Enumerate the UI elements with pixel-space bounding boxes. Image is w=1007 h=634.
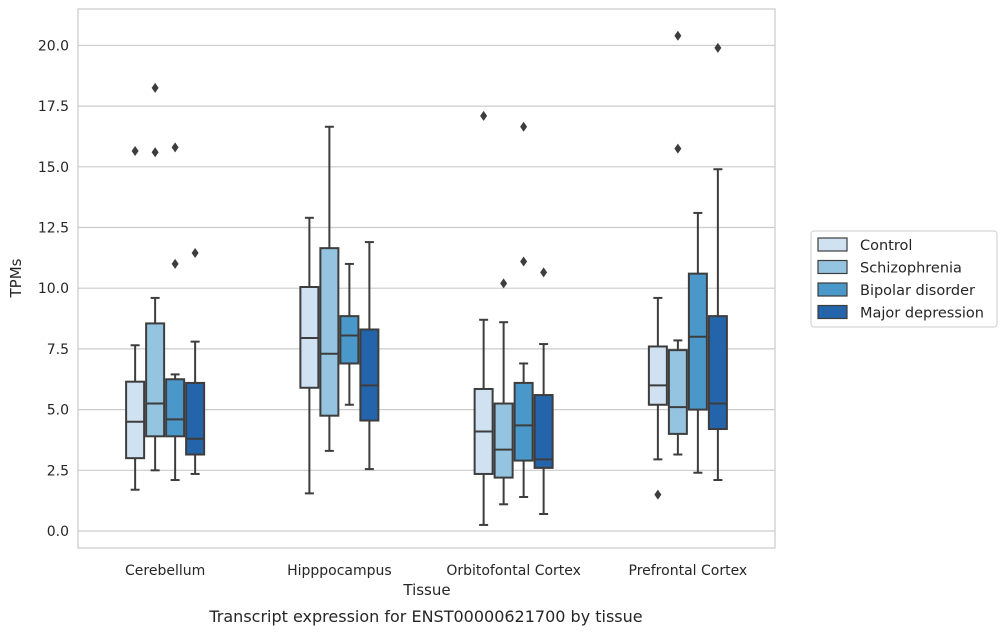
- box-body: [125, 380, 146, 460]
- box-body: [493, 402, 514, 479]
- chart-caption: Transcript expression for ENST0000062170…: [208, 607, 642, 626]
- box-3-1: [667, 30, 688, 456]
- box-body: [687, 272, 708, 411]
- box-3-3: [707, 42, 728, 482]
- x-tick-label: Cerebellum: [125, 563, 205, 579]
- y-tick-label: 2.5: [47, 463, 69, 479]
- legend-entry-label: Schizophrenia: [860, 261, 962, 277]
- legend-swatch: [817, 282, 848, 297]
- y-tick-label: 0.0: [47, 524, 69, 540]
- outlier-point: [191, 248, 199, 259]
- outlier-point: [520, 121, 528, 132]
- outlier-point: [151, 147, 159, 158]
- box-body: [647, 345, 668, 406]
- box-3-0: [647, 296, 668, 500]
- box-body: [165, 378, 186, 438]
- legend-swatch: [817, 304, 848, 320]
- y-tick-label: 20.0: [38, 38, 69, 54]
- boxes: [125, 30, 728, 526]
- legend-entry-label: Bipolar disorder: [860, 283, 975, 299]
- legend-swatch: [817, 237, 848, 252]
- y-tick-label: 15.0: [38, 160, 69, 176]
- box-0-0: [125, 146, 146, 491]
- y-tick-label: 17.5: [38, 99, 69, 115]
- legend: Control Schizophrenia Bipolar disorder Majo…: [810, 230, 998, 328]
- box-body: [533, 394, 554, 469]
- box-0-1: [145, 82, 166, 472]
- outlier-point: [171, 142, 179, 153]
- outlier-point: [674, 30, 682, 41]
- box-3-2: [687, 211, 708, 474]
- outlier-point: [500, 278, 508, 289]
- plot-area: [77, 8, 776, 549]
- outlier-point: [674, 143, 682, 154]
- box-body: [707, 315, 728, 431]
- legend-frame: [810, 230, 998, 328]
- outlier-point: [171, 258, 179, 269]
- x-tick-label: Orbitofontal Cortex: [446, 563, 581, 579]
- box-1-1: [319, 125, 340, 452]
- box-body: [145, 322, 166, 438]
- outlier-point: [131, 146, 139, 157]
- y-tick-label: 5.0: [47, 403, 69, 419]
- outlier-point: [654, 489, 662, 500]
- y-tick-label: 7.5: [47, 342, 69, 358]
- box-body: [667, 349, 688, 435]
- x-tick-label: Hipppocampus: [287, 563, 392, 579]
- x-tick-label: Prefrontal Cortex: [629, 563, 748, 579]
- outlier-point: [480, 110, 488, 121]
- box-0-3: [185, 248, 206, 475]
- y-tick-label: 12.5: [38, 221, 69, 237]
- box-0-2: [165, 142, 186, 482]
- outlier-point: [520, 256, 528, 267]
- box-body: [359, 328, 380, 422]
- box-2-1: [493, 278, 514, 506]
- box-1-0: [299, 216, 320, 495]
- box-1-3: [359, 241, 380, 471]
- x-axis-ticks: Cerebellum Hipppocampus Orbitofontal Corte…: [125, 563, 747, 579]
- legend-entry-label: Control: [860, 238, 912, 254]
- box-body: [339, 315, 360, 365]
- box-2-2: [513, 121, 534, 499]
- x-axis-label: Tissue: [402, 581, 450, 599]
- outlier-point: [151, 82, 159, 93]
- box-1-2: [339, 262, 360, 406]
- box-body: [319, 247, 340, 417]
- box-body: [513, 381, 534, 462]
- outlier-point: [540, 267, 548, 278]
- box-body: [185, 381, 206, 456]
- y-axis-label: TPMs: [7, 258, 25, 298]
- box-2-0: [473, 110, 494, 526]
- outlier-point: [714, 42, 722, 53]
- y-axis-ticks: 0.0 2.5 5.0 7.5 10.0 12.5 15.0 17.5 20.0: [38, 38, 69, 540]
- y-tick-label: 10.0: [38, 281, 69, 297]
- legend-entry-label: Major depression: [860, 306, 984, 322]
- legend-swatch: [817, 259, 848, 275]
- box-2-3: [533, 267, 554, 516]
